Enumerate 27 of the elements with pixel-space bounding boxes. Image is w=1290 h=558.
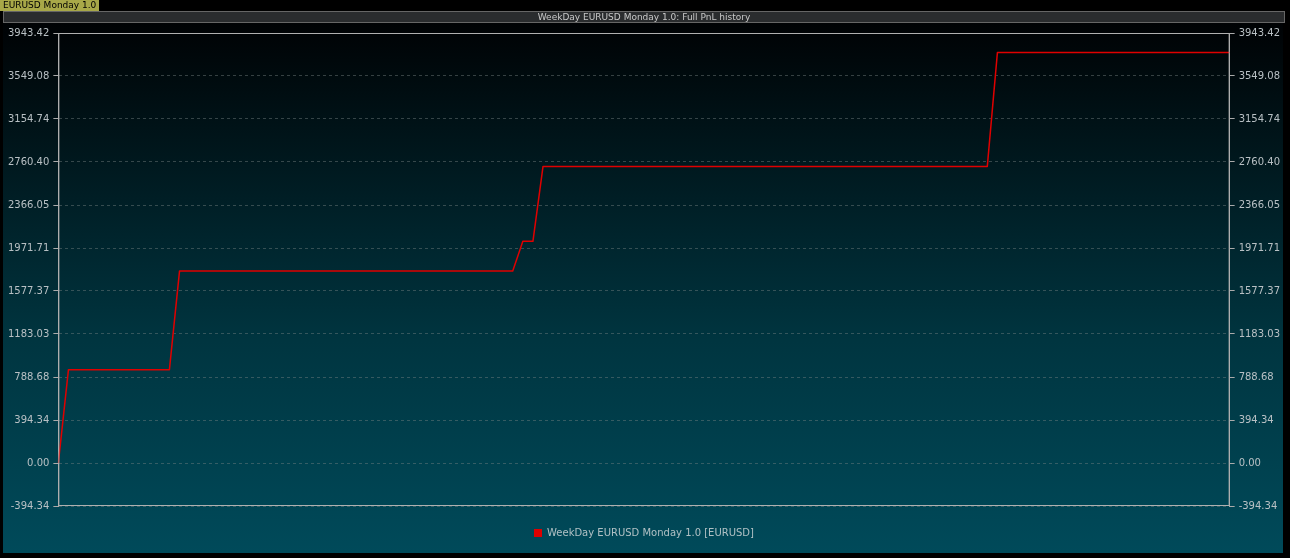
y-tick-label: 3154.74: [7, 112, 50, 124]
y2-tick-label: 788.68: [1238, 370, 1274, 382]
y-tick-label: 3943.42: [7, 26, 50, 38]
y-tick-label: 2366.05: [7, 198, 50, 210]
y2-tick-label: 1971.71: [1238, 241, 1281, 253]
y2-tick-label: 3549.08: [1238, 69, 1281, 81]
y2-tick-label: 3943.42: [1238, 26, 1281, 38]
y2-tick-label: 394.34: [1238, 413, 1274, 425]
y-tick-label: -394.34: [10, 499, 50, 511]
legend-label: WeekDay EURUSD Monday 1.0 [EURUSD]: [547, 526, 755, 538]
y2-tick-label: 1183.03: [1238, 327, 1281, 339]
y2-tick-label: 2366.05: [1238, 198, 1281, 210]
y2-tick-label: 3154.74: [1238, 112, 1281, 124]
y2-tick-label: 1577.37: [1238, 284, 1281, 296]
y2-tick-label: -394.34: [1238, 499, 1278, 511]
y-tick-label: 1971.71: [7, 241, 50, 253]
y-tick-label: 0.00: [27, 456, 50, 468]
y-tick-label: 394.34: [14, 413, 50, 425]
y2-tick-label: 2760.40: [1238, 155, 1281, 167]
y-tick-label: 3549.08: [7, 69, 50, 81]
y-tick-label: 1183.03: [7, 327, 50, 339]
chart-title: WeekDay EURUSD Monday 1.0: Full PnL history: [3, 11, 1285, 23]
y-tick-label: 788.68: [14, 370, 50, 382]
y-tick-label: 1577.37: [7, 284, 50, 296]
text: EURUSD Monday 1.0: [0, 0, 100, 11]
y2-tick-label: 0.00: [1238, 456, 1261, 468]
y-tick-label: 2760.40: [7, 155, 50, 167]
